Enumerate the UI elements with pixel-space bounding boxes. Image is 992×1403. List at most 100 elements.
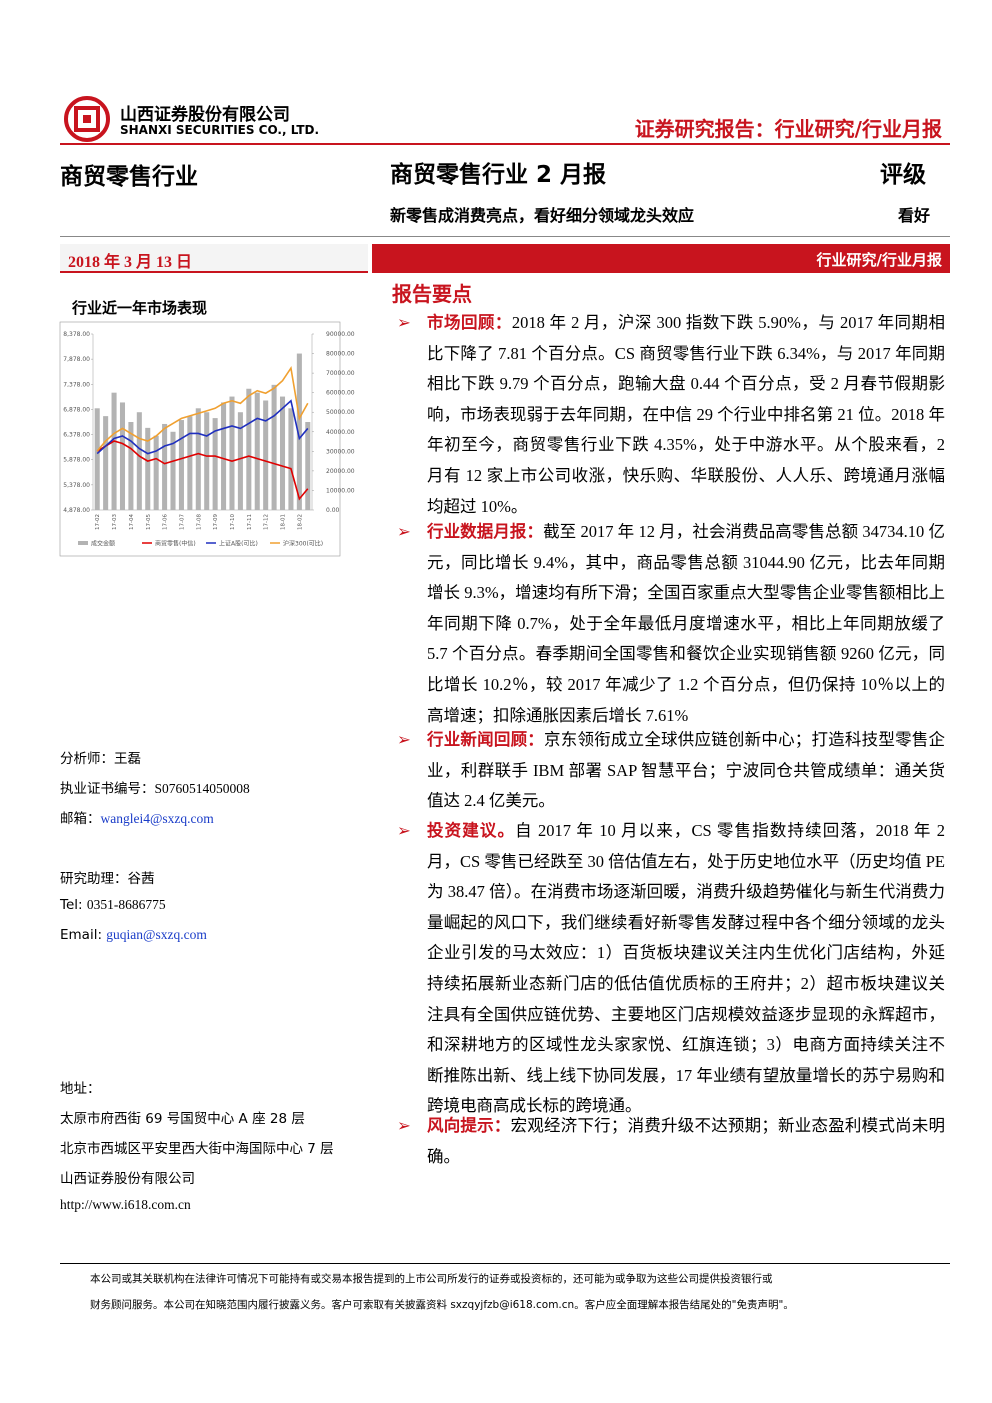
contact-row: 执业证书编号：S0760514050008 — [60, 777, 250, 797]
y-tick-label: 8,378.00 — [63, 331, 90, 338]
x-tick-label: 17-07 — [179, 514, 185, 530]
chart: 4,878.00 5,378.00 5,878.00 6,378.00 6,878.00… — [59, 321, 355, 557]
section-title: 报告要点 — [392, 282, 472, 306]
bar — [237, 412, 243, 510]
bar — [162, 423, 168, 510]
bar — [94, 408, 100, 510]
y2-tick-label: 60000.00 — [326, 390, 355, 397]
bar — [178, 420, 184, 510]
bar — [271, 384, 277, 510]
bullet-heading: 风向提示： — [427, 1116, 511, 1135]
contact-label: 研究助理： — [60, 871, 128, 887]
sector: 商贸零售行业 — [60, 164, 198, 190]
website: http://www.i618.com.cn — [60, 1197, 191, 1212]
bar — [119, 402, 126, 510]
address-label: 地址： — [60, 1081, 101, 1097]
legend-label: 上证A股(可比) — [219, 540, 258, 548]
bar — [103, 416, 109, 510]
bar — [204, 412, 210, 510]
bullet-text: 行业新闻回顾：京东领衔成立全球供应链创新中心；打造科技型零售企业，利群联手 IB… — [427, 725, 945, 817]
banner-text: 行业研究/行业月报 — [816, 251, 942, 269]
contact-row: Email: guqian@sxzq.com — [60, 927, 207, 943]
y2-tick-label: 0.00 — [326, 507, 340, 514]
bar — [212, 418, 218, 510]
x-tick-label: 17-03 — [112, 514, 118, 530]
line — [96, 440, 309, 501]
bullet-body: 京东领衔成立全球供应链创新中心；打造科技型零售企业，利群联手 IBM 部署 SA… — [427, 730, 946, 811]
legend-swatch — [78, 541, 88, 545]
x-tick-label: 18-01 — [281, 514, 287, 530]
bullet-marker: ➢ — [397, 730, 411, 749]
y-tick-label: 5,878.00 — [63, 457, 90, 464]
bullet-marker: ➢ — [397, 1116, 411, 1135]
legend-label: 商贸零售(中信) — [155, 540, 196, 548]
x-tick-label: 17-10 — [230, 514, 236, 530]
bar — [254, 392, 260, 510]
logo — [64, 96, 110, 142]
bullet-body: 2018 年 2 月，沪深 300 指数下跌 5.90%，与 2017 年同期相… — [427, 313, 945, 516]
contact-value: 王磊 — [114, 751, 141, 766]
bullet: ➢ 风向提示：宏观经济下行；消费升级不达预期；新业态盈利模式尚未明确。 — [397, 1111, 945, 1172]
y2-tick-label: 50000.00 — [326, 409, 355, 416]
contact-row: 研究助理：谷茜 — [60, 867, 155, 887]
legend-label: 成交金额 — [91, 540, 115, 548]
contact-value: S0760514050008 — [154, 781, 250, 796]
date: 2018 年 3 月 13 日 — [68, 254, 193, 271]
rule — [60, 236, 950, 237]
bullet: ➢ 投资建议。自 2017 年 10 月以来，CS 零售指数持续回落，2018 年… — [397, 816, 945, 1122]
y2-tick-label: 90000.00 — [326, 331, 355, 338]
rating: 看好 — [897, 206, 930, 225]
y-tick-label: 7,878.00 — [63, 356, 90, 363]
bar — [136, 412, 142, 510]
bullet: ➢ 行业数据月报：截至 2017 年 12 月，社会消费品高零售总额 34734.… — [397, 517, 945, 731]
contact-value: 谷茜 — [127, 871, 155, 886]
bar — [128, 422, 134, 510]
x-tick-label: 17-04 — [129, 514, 135, 530]
contact-label: Email: — [60, 927, 107, 943]
subtitle: 新零售成消费亮点，看好细分领域龙头效应 — [390, 206, 695, 225]
contact-row: Tel: 0351-8686775 — [60, 897, 166, 913]
company-en: SHANXI SECURITIES CO., LTD. — [120, 123, 320, 137]
x-tick-label: 17-05 — [146, 514, 152, 530]
bullet-body: 截至 2017 年 12 月，社会消费品高零售总额 34734.10 亿元，同比… — [427, 522, 946, 725]
y2-tick-label: 30000.00 — [326, 448, 355, 455]
bar — [195, 408, 201, 510]
bullet-heading: 行业数据月报： — [427, 522, 544, 541]
rating-label: 评级 — [880, 162, 926, 188]
bullet-marker: ➢ — [397, 522, 411, 541]
bullet: ➢ 行业新闻回顾：京东领衔成立全球供应链创新中心；打造科技型零售企业，利群联手 I… — [397, 725, 945, 817]
bullet-text: 风向提示：宏观经济下行；消费升级不达预期；新业态盈利模式尚未明确。 — [427, 1111, 945, 1172]
x-tick-label: 17-11 — [247, 514, 253, 530]
bar — [263, 400, 269, 510]
contact-label: 执业证书编号： — [60, 781, 155, 797]
bar — [153, 435, 159, 510]
x-tick-label: 17-12 — [264, 514, 270, 530]
contact-value: guqian@sxzq.com — [106, 927, 207, 942]
x-tick-label: 17-08 — [196, 514, 202, 530]
y-tick-label: 7,378.00 — [63, 381, 90, 388]
footer-line: 财务顾问服务。本公司在知晓范围内履行披露义务。客户可索取有关披露资料 sxzqy… — [90, 1299, 794, 1311]
contact-row: 邮箱：wanglei4@sxzq.com — [60, 807, 214, 827]
bar — [111, 392, 117, 510]
x-tick-label: 17-09 — [213, 514, 219, 530]
address-line: 北京市西城区平安里西大街中海国际中心 7 层 — [60, 1141, 334, 1157]
contact-label: 邮箱： — [60, 811, 101, 827]
bullet-text: 投资建议。自 2017 年 10 月以来，CS 零售指数持续回落，2018 年 … — [427, 816, 945, 1122]
header-rule — [60, 143, 950, 145]
contact-label: Tel: — [60, 897, 87, 913]
bullet-heading: 行业新闻回顾： — [427, 730, 545, 749]
bar — [221, 402, 227, 510]
y-tick-label: 4,878.00 — [63, 507, 90, 514]
y-tick-label: 6,378.00 — [63, 432, 90, 439]
y2-tick-label: 70000.00 — [326, 370, 355, 377]
y-tick-label: 6,878.00 — [63, 406, 90, 413]
bullet-marker: ➢ — [397, 821, 411, 840]
y2-tick-label: 80000.00 — [326, 351, 355, 358]
line — [96, 399, 309, 455]
y2-tick-label: 20000.00 — [326, 468, 355, 475]
title: 商贸零售行业 2 月报 — [390, 162, 607, 188]
contact-value: 0351-8686775 — [86, 897, 166, 912]
line — [96, 365, 309, 452]
bullet-marker: ➢ — [397, 313, 411, 332]
bar — [145, 427, 151, 510]
